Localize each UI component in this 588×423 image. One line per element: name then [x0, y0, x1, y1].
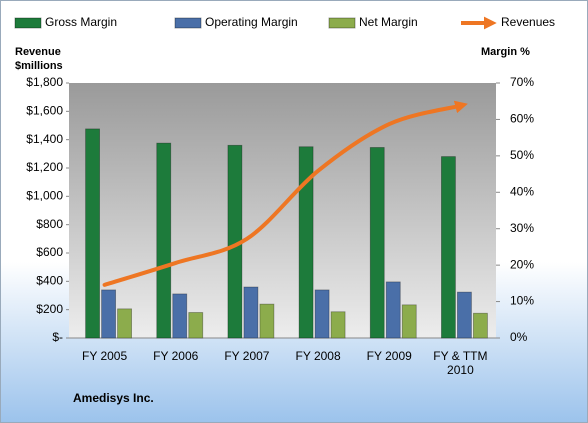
- bar: [101, 289, 116, 339]
- bar: [401, 304, 417, 339]
- y2-tick-label: 60%: [510, 112, 534, 126]
- bar: [369, 147, 385, 339]
- y2-tick-label: 40%: [510, 184, 534, 198]
- bar: [243, 286, 259, 339]
- bar: [172, 293, 188, 339]
- bar: [330, 311, 346, 339]
- y-tick-label: $200: [36, 302, 63, 316]
- x-tick-label: FY 2009: [366, 349, 412, 363]
- y-tick-label: $1,200: [26, 160, 63, 174]
- x-tick-label: FY 2005: [82, 349, 128, 363]
- x-tick-label: FY 2006: [153, 349, 199, 363]
- bar: [473, 312, 488, 339]
- y-tick-label: $1,000: [26, 189, 63, 203]
- y-tick-label: $1,600: [26, 104, 63, 118]
- y-tick-label: $800: [36, 217, 63, 231]
- bar: [117, 308, 132, 339]
- legend-swatch: [174, 17, 202, 29]
- bar: [385, 281, 401, 339]
- x-tick-label: FY 2007: [224, 349, 270, 363]
- legend-swatch: [14, 17, 42, 29]
- legend-label: Gross Margin: [45, 15, 117, 29]
- y-axis-title: Revenue $millions: [15, 46, 63, 72]
- y-tick-label: $1,800: [26, 75, 63, 89]
- revenue-line: [102, 100, 468, 287]
- bar: [156, 142, 172, 339]
- y2-tick-label: 30%: [510, 221, 534, 235]
- bar: [298, 146, 314, 339]
- legend-label: Net Margin: [359, 15, 418, 29]
- y-tick-label: $400: [36, 274, 63, 288]
- y-tick-label: $-: [52, 330, 63, 344]
- x-tick-label: FY & TTM 2010: [433, 349, 488, 377]
- legend-swatch: [328, 17, 356, 29]
- y-tick-label: $600: [36, 245, 63, 259]
- footer: Amedisys Inc.: [73, 391, 154, 405]
- bar: [85, 128, 100, 339]
- y-tick-label: $1,400: [26, 132, 63, 146]
- y2-tick-label: 50%: [510, 148, 534, 162]
- plot-area: [69, 83, 496, 338]
- y2-tick-label: 10%: [510, 294, 534, 308]
- bar: [457, 291, 472, 339]
- y2-tick-label: 70%: [510, 75, 534, 89]
- y2-tick-label: 20%: [510, 257, 534, 271]
- y2-axis-title: Margin %: [481, 46, 530, 58]
- x-tick-label: FY 2008: [295, 349, 341, 363]
- y2-tick-label: 0%: [510, 330, 528, 344]
- bar: [188, 312, 204, 339]
- legend-label: Revenues: [501, 15, 555, 29]
- bar: [259, 303, 275, 339]
- bar: [314, 289, 330, 339]
- legend-label: Operating Margin: [205, 15, 298, 29]
- bar: [441, 156, 456, 339]
